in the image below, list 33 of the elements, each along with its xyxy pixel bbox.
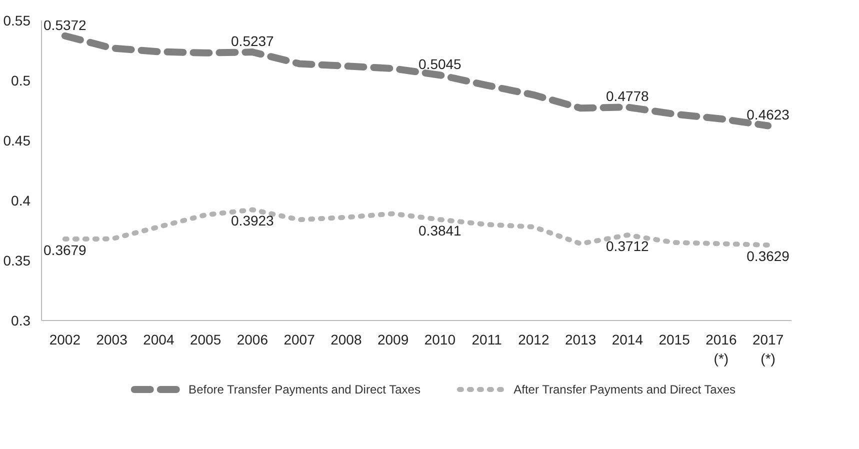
data-label: 0.5237 [231, 33, 274, 50]
x-tick-label: 2004 [143, 332, 174, 348]
x-tick-label: 2012 [518, 332, 550, 348]
data-label: 0.4623 [746, 106, 790, 123]
x-tick-label: 2005 [190, 332, 222, 348]
x-tick-label: 2017 (*) [752, 332, 784, 367]
data-label: 0.3629 [746, 248, 790, 264]
x-tick-label: 2015 [658, 332, 690, 348]
x-tick-label: 2013 [564, 332, 596, 348]
data-label: 0.3679 [44, 242, 87, 258]
data-label: 0.3712 [606, 238, 650, 254]
y-tick-label: 0.55 [3, 12, 31, 28]
x-tick-label: 2006 [236, 332, 268, 348]
x-tick-label: 2003 [96, 332, 128, 348]
x-tick-label: 2002 [49, 332, 81, 348]
data-label: 0.4778 [606, 88, 650, 104]
y-tick-label: 0.35 [3, 252, 31, 268]
x-tick-label: 2010 [424, 332, 456, 348]
y-tick-label: 0.45 [3, 132, 31, 148]
x-tick-label: 2016 (*) [706, 332, 737, 367]
x-tick-label: 2008 [330, 332, 362, 348]
x-tick-label: 2007 [284, 332, 316, 348]
legend-label: After Transfer Payments and Direct Taxes [514, 382, 736, 396]
x-tick-label: 2014 [612, 332, 644, 348]
y-tick-label: 0.4 [11, 192, 31, 208]
y-tick-label: 0.5 [11, 72, 31, 88]
x-tick-label: 2009 [377, 332, 409, 348]
legend-label: Before Transfer Payments and Direct Taxes [188, 382, 420, 396]
data-label: 0.5045 [418, 56, 462, 72]
y-tick-label: 0.3 [11, 312, 31, 328]
data-label: 0.3841 [418, 222, 462, 239]
data-label: 0.3923 [231, 212, 274, 229]
x-tick-label: 2011 [472, 332, 502, 348]
